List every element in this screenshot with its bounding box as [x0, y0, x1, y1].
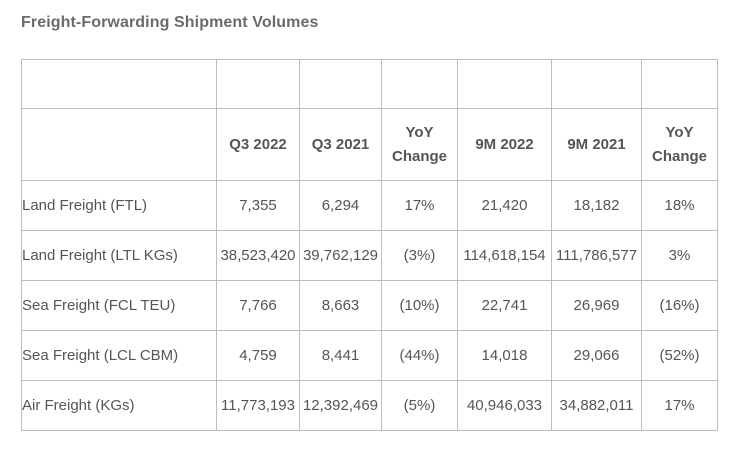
table-cell: 38,523,420 — [216, 230, 300, 281]
table-cell — [381, 59, 458, 109]
table-cell: 111,786,577 — [551, 230, 642, 281]
table-cell: (10%) — [381, 280, 458, 331]
table-cell: 17% — [381, 180, 458, 231]
table-cell: 4,759 — [216, 330, 300, 381]
table-cell: 39,762,129 — [299, 230, 382, 281]
table-cell: 6,294 — [299, 180, 382, 231]
table-row: Land Freight (LTL KGs) 38,523,420 39,762… — [21, 230, 718, 281]
table-cell: 17% — [641, 380, 718, 431]
table-cell: 114,618,154 — [457, 230, 552, 281]
table-cell — [551, 59, 642, 109]
header-cell-9m-2021: 9M 2021 — [551, 108, 642, 181]
table-cell — [216, 59, 300, 109]
row-label: Sea Freight (FCL TEU) — [21, 280, 217, 331]
table-cell — [299, 59, 382, 109]
table-row: Air Freight (KGs) 11,773,193 12,392,469 … — [21, 380, 718, 431]
row-label: Air Freight (KGs) — [21, 380, 217, 431]
table-cell: (52%) — [641, 330, 718, 381]
table-cell: 11,773,193 — [216, 380, 300, 431]
table-cell: (16%) — [641, 280, 718, 331]
table-row: Land Freight (FTL) 7,355 6,294 17% 21,42… — [21, 180, 718, 231]
table-cell — [457, 59, 552, 109]
table-cell — [641, 59, 718, 109]
table-cell — [21, 59, 217, 109]
table-cell: 8,441 — [299, 330, 382, 381]
row-label: Land Freight (FTL) — [21, 180, 217, 231]
header-cell-label — [21, 108, 217, 181]
header-cell-9m-yoy: YoY Change — [641, 108, 718, 181]
table-cell: 18,182 — [551, 180, 642, 231]
row-label: Land Freight (LTL KGs) — [21, 230, 217, 281]
table-cell: 29,066 — [551, 330, 642, 381]
table-cell: 18% — [641, 180, 718, 231]
table-cell: 14,018 — [457, 330, 552, 381]
table-cell: 12,392,469 — [299, 380, 382, 431]
page-title: Freight-Forwarding Shipment Volumes — [21, 14, 319, 31]
table-cell: 34,882,011 — [551, 380, 642, 431]
table-cell: 22,741 — [457, 280, 552, 331]
row-label: Sea Freight (LCL CBM) — [21, 330, 217, 381]
table-cell: 3% — [641, 230, 718, 281]
table-cell: (44%) — [381, 330, 458, 381]
shipment-volumes-table: Q3 2022 Q3 2021 YoY Change 9M 2022 9M 20… — [21, 59, 718, 431]
table-cell: 8,663 — [299, 280, 382, 331]
table-cell: 7,766 — [216, 280, 300, 331]
table-cell: 26,969 — [551, 280, 642, 331]
table-cell: 40,946,033 — [457, 380, 552, 431]
header-cell-q3-yoy: YoY Change — [381, 108, 458, 181]
table-cell: 7,355 — [216, 180, 300, 231]
table-row: Sea Freight (FCL TEU) 7,766 8,663 (10%) … — [21, 280, 718, 331]
table-cell: (3%) — [381, 230, 458, 281]
table-cell: (5%) — [381, 380, 458, 431]
header-cell-q3-2021: Q3 2021 — [299, 108, 382, 181]
table-header-row: Q3 2022 Q3 2021 YoY Change 9M 2022 9M 20… — [21, 108, 718, 181]
header-cell-q3-2022: Q3 2022 — [216, 108, 300, 181]
header-cell-9m-2022: 9M 2022 — [457, 108, 552, 181]
table-cell: 21,420 — [457, 180, 552, 231]
table-blank-row — [21, 59, 718, 109]
table-row: Sea Freight (LCL CBM) 4,759 8,441 (44%) … — [21, 330, 718, 381]
